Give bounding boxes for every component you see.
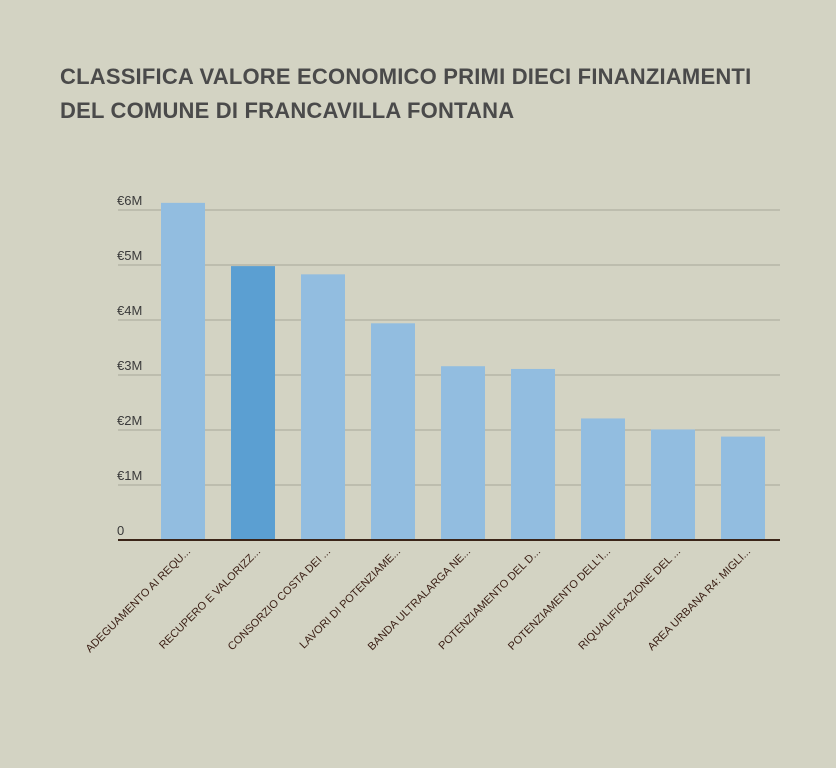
bar[interactable] [441,366,485,540]
bar[interactable] [721,436,765,540]
bar[interactable] [161,202,205,540]
y-tick-label: €4M [117,303,142,318]
bar[interactable] [371,323,415,540]
bar[interactable] [581,418,625,540]
y-axis-ticks: 0 €1M €2M €3M €4M €5M €6M [117,193,142,538]
bar[interactable] [231,266,275,540]
y-tick-label: €1M [117,468,142,483]
bar[interactable] [301,274,345,540]
x-axis-labels: ADEGUAMENTO AI REQU...RECUPERO E VALORIZ… [84,546,753,655]
y-tick-label: €6M [117,193,142,208]
chart-title-line-1: CLASSIFICA VALORE ECONOMICO PRIMI DIECI … [60,64,752,89]
y-tick-label: €5M [117,248,142,263]
bar[interactable] [511,368,555,540]
bars [161,202,765,540]
chart-title-line-2: DEL COMUNE DI FRANCAVILLA FONTANA [60,98,515,123]
y-tick-label: 0 [117,523,124,538]
bar[interactable] [651,429,695,540]
chart-title: CLASSIFICA VALORE ECONOMICO PRIMI DIECI … [60,60,800,128]
y-tick-label: €3M [117,358,142,373]
y-tick-label: €2M [117,413,142,428]
